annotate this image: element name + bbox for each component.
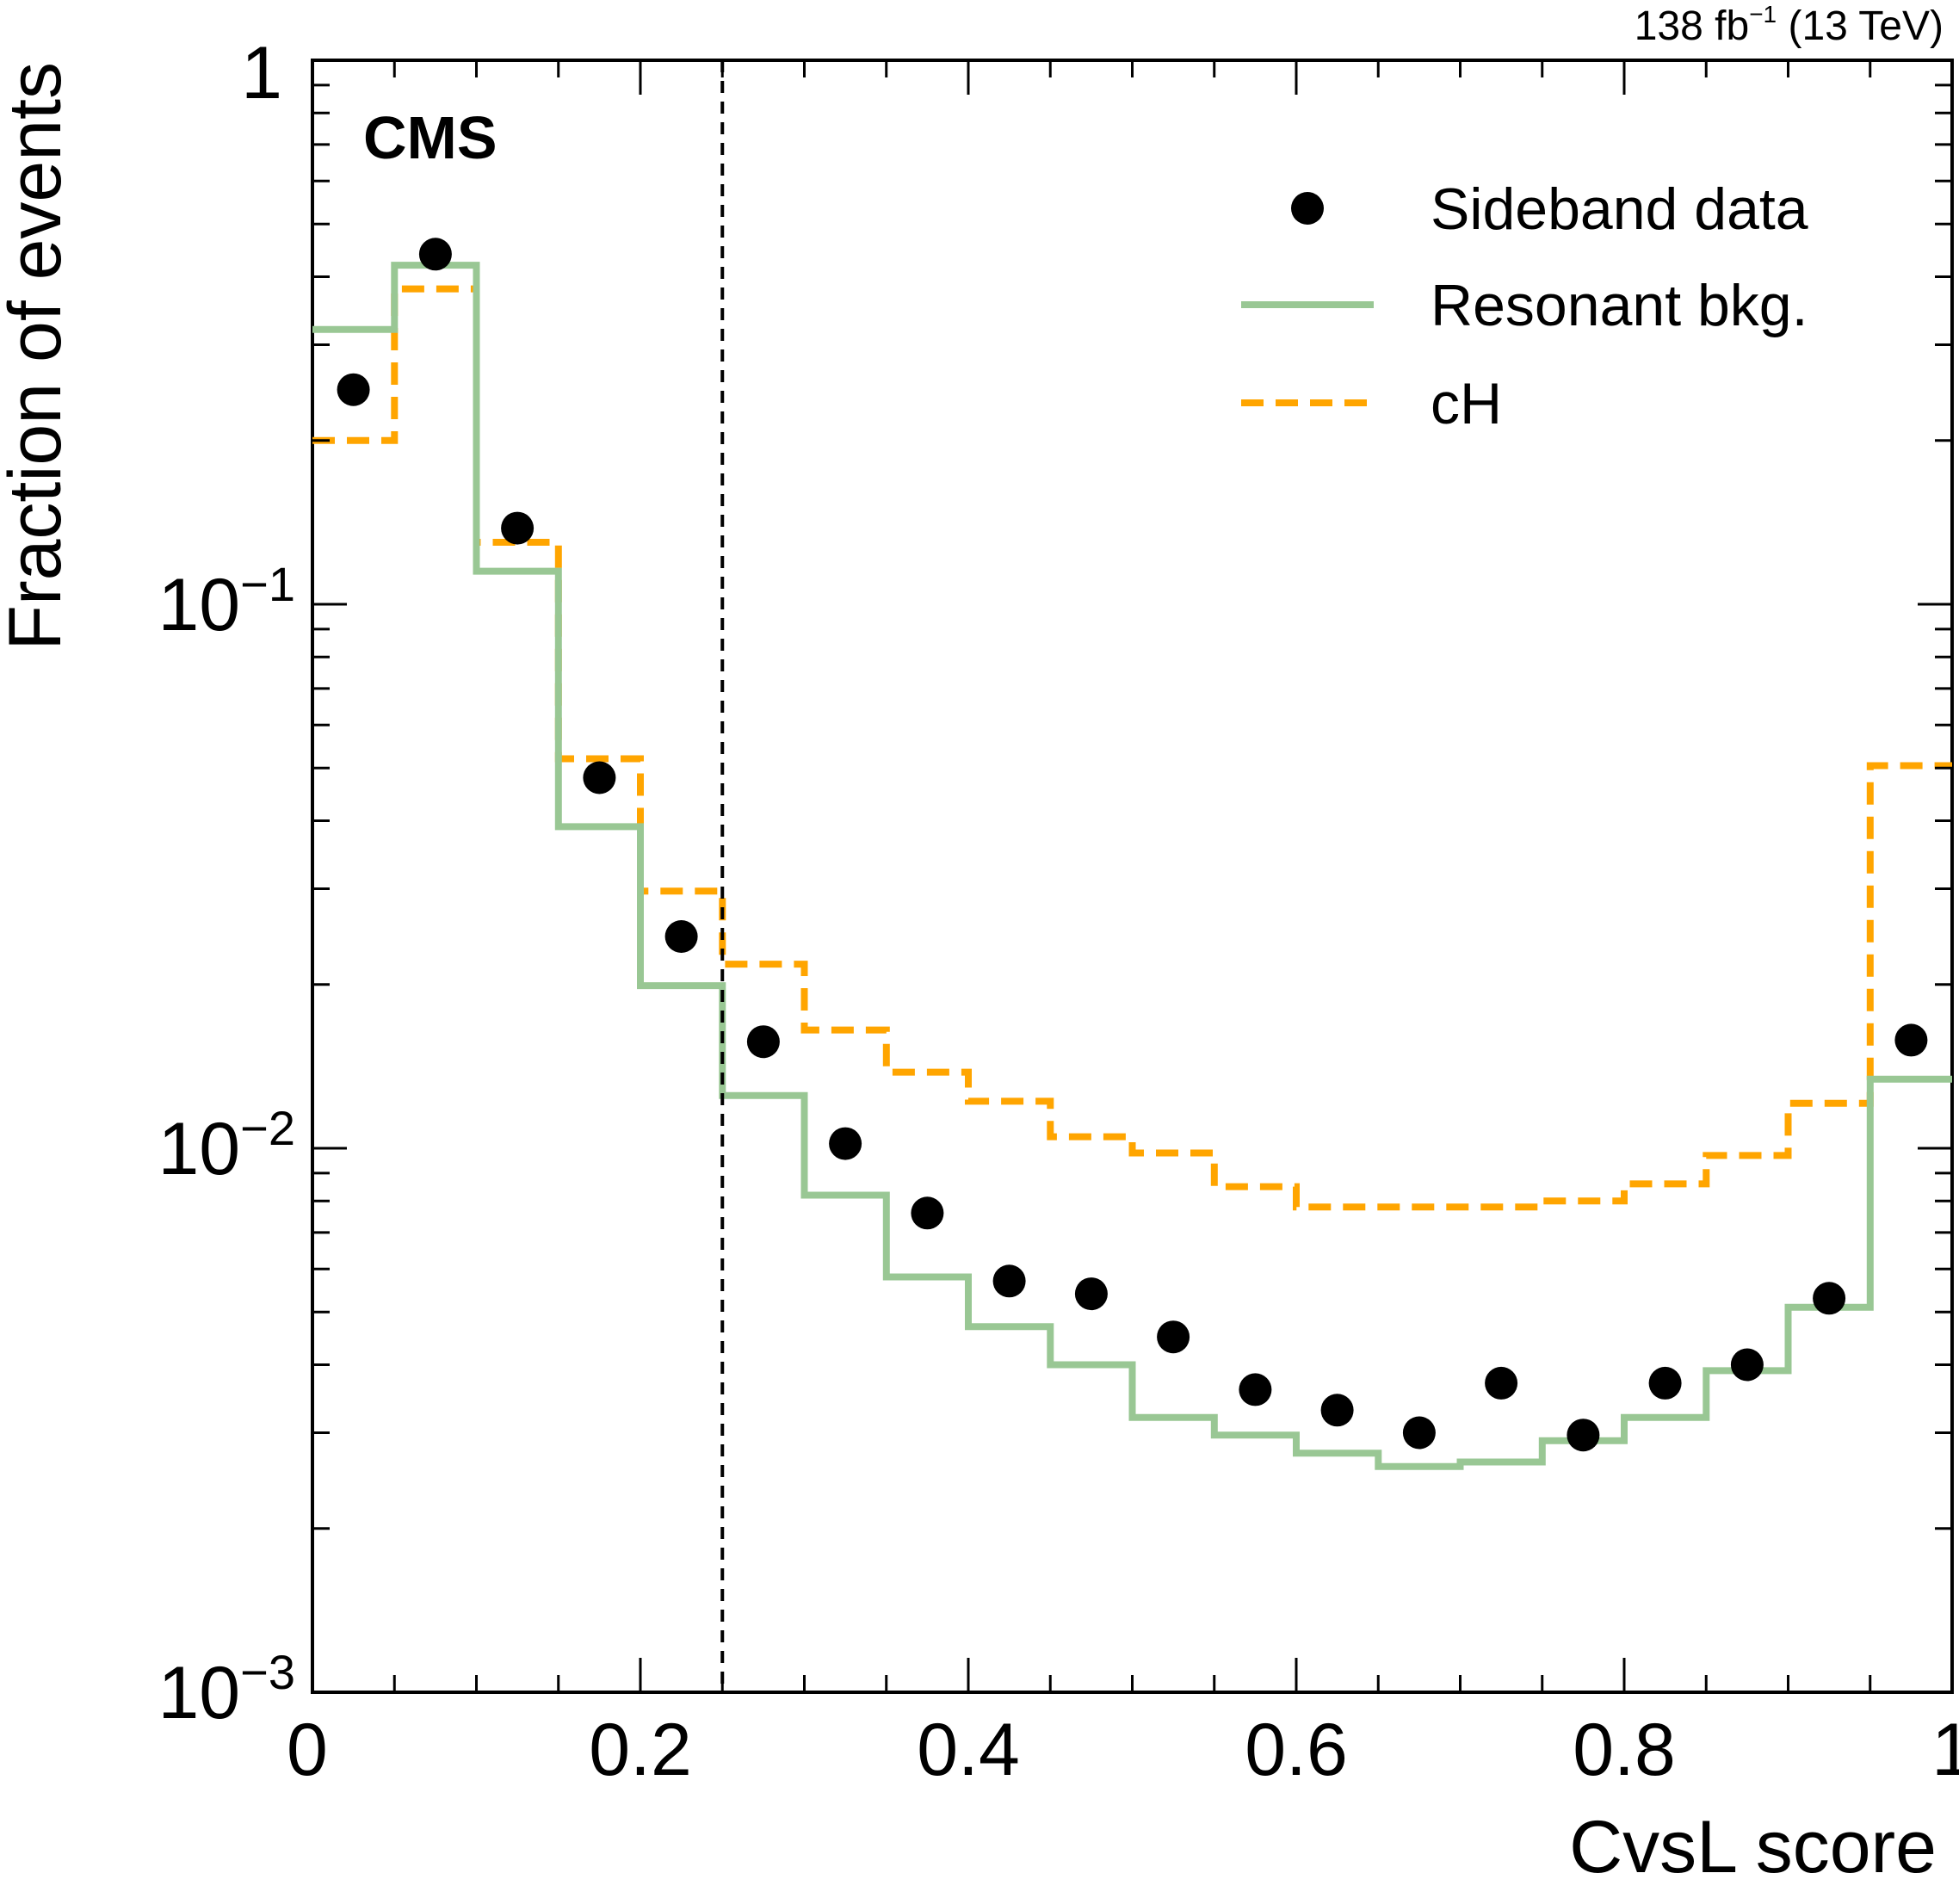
data-point xyxy=(1894,1023,1928,1057)
data-point xyxy=(1239,1373,1272,1406)
legend-label-resonant-bkg: Resonant bkg. xyxy=(1431,273,1808,338)
legend: Sideband data Resonant bkg. cH xyxy=(1241,176,1808,436)
data-point xyxy=(418,238,452,271)
x-tick-label: 0.4 xyxy=(917,1709,1020,1791)
series-layer xyxy=(312,238,1952,1470)
data-point xyxy=(1485,1366,1518,1400)
data-point xyxy=(1813,1282,1846,1315)
lumi-exponent: −1 xyxy=(1749,1,1777,28)
data-point xyxy=(1402,1416,1436,1450)
y-tick-label: 10−3 xyxy=(158,1645,295,1734)
y-tick-label: 1 xyxy=(241,32,282,114)
y-axis-title: Fraction of events xyxy=(0,62,77,651)
lumi-label: 138 fb−1 (13 TeV) xyxy=(1635,1,1944,49)
x-tick-label: 1 xyxy=(1931,1709,1959,1791)
data-point xyxy=(911,1196,944,1230)
data-point xyxy=(1730,1348,1764,1382)
y-tick-base: 10 xyxy=(158,1108,240,1190)
data-point xyxy=(1320,1394,1354,1427)
legend-label-ch: cH xyxy=(1431,371,1502,436)
data-point xyxy=(337,373,370,406)
data-point xyxy=(1567,1419,1600,1452)
series-line-resonant-bkg xyxy=(312,262,1952,1470)
data-point xyxy=(583,761,616,794)
x-axis-title: CvsL score xyxy=(1569,1806,1937,1889)
experiment-label: CMS xyxy=(363,104,497,171)
y-tick-label: 10−2 xyxy=(158,1101,295,1190)
lumi-value: 138 fb xyxy=(1635,3,1749,49)
legend-marker-sideband-data xyxy=(1291,192,1324,225)
data-point xyxy=(501,511,535,545)
data-point xyxy=(1648,1366,1682,1400)
y-tick-base: 10 xyxy=(158,564,240,646)
data-point xyxy=(992,1264,1026,1298)
series-line-ch xyxy=(312,285,1952,1211)
data-point xyxy=(1157,1320,1190,1354)
data-point xyxy=(664,920,698,953)
data-point xyxy=(746,1025,780,1059)
data-point xyxy=(1074,1277,1108,1311)
data-point xyxy=(829,1127,862,1160)
x-tick-label: 0.6 xyxy=(1245,1709,1348,1791)
x-tick-label: 0.8 xyxy=(1573,1709,1676,1791)
y-tick-exponent: −3 xyxy=(240,1645,295,1699)
y-tick-label: 10−1 xyxy=(158,557,295,646)
legend-label-sideband-data: Sideband data xyxy=(1431,176,1808,242)
y-tick-exponent: −1 xyxy=(240,557,295,611)
y-tick-base: 10 xyxy=(158,1652,240,1734)
x-tick-label: 0 xyxy=(287,1709,328,1791)
x-tick-label: 0.2 xyxy=(589,1709,692,1791)
lumi-energy: (13 TeV) xyxy=(1777,3,1944,49)
y-tick-exponent: −2 xyxy=(240,1101,295,1155)
